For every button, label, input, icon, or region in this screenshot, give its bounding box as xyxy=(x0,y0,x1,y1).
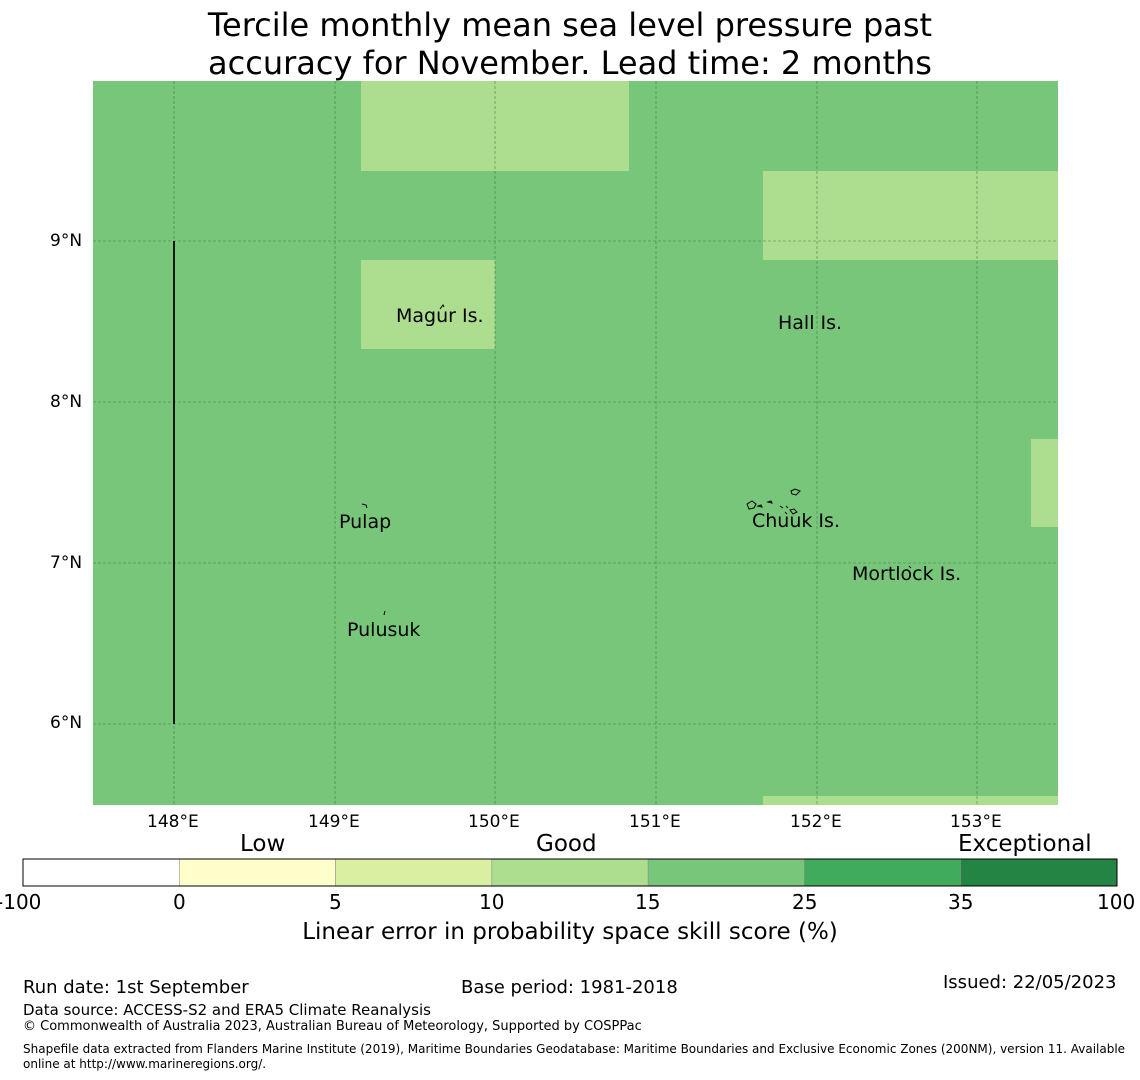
colorbar-label: Linear error in probability space skill … xyxy=(302,919,838,945)
lon-tick-153e: 153°E xyxy=(950,812,1002,832)
colorbar xyxy=(22,858,1118,887)
colorbar-tick: 10 xyxy=(479,890,505,914)
shapefile-credit: Shapefile data extracted from Flanders M… xyxy=(23,1042,1126,1071)
map-title: Tercile monthly mean sea level pressure … xyxy=(0,6,1140,82)
island-label-mortlock: Mortlock Is. xyxy=(852,563,962,585)
copyright: © Commonwealth of Australia 2023, Austra… xyxy=(23,1019,642,1034)
lat-tick-6n: 6°N xyxy=(50,713,83,733)
colorbar-tick: -100 xyxy=(0,890,42,914)
colorbar-border xyxy=(22,858,1118,887)
lon-tick-149e: 149°E xyxy=(308,812,360,832)
colorbar-tick: 35 xyxy=(948,890,974,914)
island-label-pulap: Pulap xyxy=(339,511,392,533)
colorbar-segment xyxy=(22,858,180,887)
map-title-line-1: Tercile monthly mean sea level pressure … xyxy=(207,6,933,44)
map-title-line-2: accuracy for November. Lead time: 2 mont… xyxy=(208,44,932,82)
skill-cell-light xyxy=(763,171,1058,260)
colorbar-segment xyxy=(804,858,961,887)
colorbar-segment xyxy=(335,858,493,887)
colorbar-segment xyxy=(179,858,336,887)
colorbar-segment xyxy=(647,858,805,887)
colorbar-tick: 100 xyxy=(1097,890,1136,914)
lat-tick-8n: 8°N xyxy=(50,392,83,412)
magur-outline xyxy=(439,304,445,310)
island-label-magur: Magur Is. xyxy=(396,305,484,327)
lon-tick-150e: 150°E xyxy=(468,812,520,832)
pulap-outline xyxy=(361,503,368,509)
colorbar-tick: 0 xyxy=(173,890,186,914)
colorbar-tick: 5 xyxy=(329,890,342,914)
colorbar-tick: 15 xyxy=(635,890,661,914)
lat-tick-7n: 7°N xyxy=(50,553,83,573)
run-date: Run date: 1st September xyxy=(23,977,249,998)
lat-tick-9n: 9°N xyxy=(50,231,83,251)
colorbar-category-exceptional: Exceptional xyxy=(958,831,1092,857)
issued-date: Issued: 22/05/2023 xyxy=(943,972,1117,993)
colorbar-category-good: Good xyxy=(536,831,597,857)
chuuk-outline xyxy=(746,488,801,515)
island-label-hall: Hall Is. xyxy=(778,312,843,334)
lon-tick-151e: 151°E xyxy=(629,812,681,832)
skill-cell-light xyxy=(361,260,495,349)
colorbar-segment xyxy=(491,858,649,887)
skill-cell-light xyxy=(1031,439,1058,527)
lon-tick-148e: 148°E xyxy=(147,812,199,832)
pulusuk-outline xyxy=(383,610,386,616)
lon-tick-152e: 152°E xyxy=(790,812,842,832)
colorbar-tick: 25 xyxy=(792,890,818,914)
base-period: Base period: 1981-2018 xyxy=(461,977,678,998)
colorbar-segment xyxy=(960,858,1118,887)
island-label-pulusuk: Pulusuk xyxy=(347,619,421,641)
island-label-chuuk: Chuuk Is. xyxy=(752,510,840,532)
island-outlines xyxy=(361,304,912,616)
mortlock-outline xyxy=(908,565,912,569)
skill-cell-light xyxy=(763,796,1058,805)
data-source: Data source: ACCESS-S2 and ERA5 Climate … xyxy=(23,1001,431,1019)
colorbar-category-low: Low xyxy=(240,831,286,857)
